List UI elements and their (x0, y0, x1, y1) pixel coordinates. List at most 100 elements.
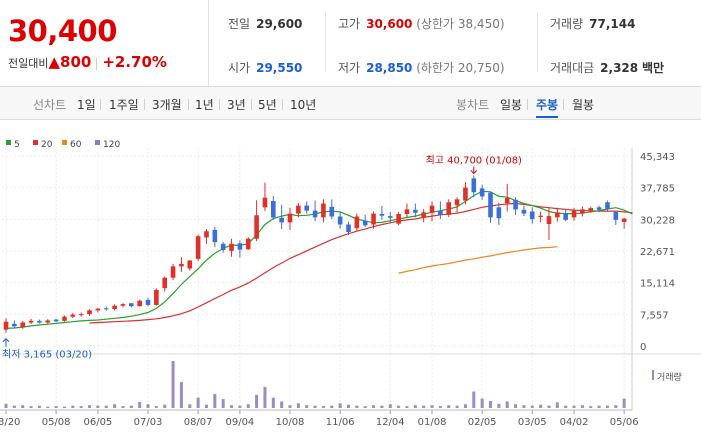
tab-1w[interactable]: 1주일 (109, 98, 139, 112)
divider (188, 99, 189, 110)
candle (413, 203, 418, 218)
volume-legend-swatch (652, 370, 654, 380)
candle (555, 207, 560, 222)
candle-body (387, 216, 393, 218)
candle (279, 204, 284, 230)
x-tick-label: 04/02 (560, 417, 589, 428)
candle-body (337, 216, 343, 225)
candle (237, 240, 243, 258)
open-label: 시가 (228, 61, 251, 75)
candle (262, 182, 268, 212)
candle-chart-label: 봉차트 (456, 98, 490, 112)
tab-3m[interactable]: 3개월 (152, 98, 182, 112)
candle-body (396, 214, 401, 224)
candle (254, 200, 259, 242)
volume-bar (547, 405, 551, 408)
tab-weekly[interactable]: 주봉 (536, 96, 559, 118)
lower-limit: (하한가 20,750) (416, 61, 505, 75)
volume-bar (522, 405, 526, 408)
volume-bar (372, 405, 376, 408)
legend-label-120: 120 (103, 140, 120, 150)
candle-body (245, 238, 251, 250)
candle (195, 234, 201, 261)
x-tick-label: 03/20 (0, 417, 20, 428)
tab-monthly[interactable]: 월봉 (572, 98, 595, 112)
volume-bar (213, 393, 217, 408)
volume-bar (597, 405, 601, 408)
tab-10y[interactable]: 10년 (290, 98, 317, 112)
candle (154, 288, 159, 306)
candle-body (571, 210, 577, 218)
candle (112, 304, 117, 311)
volume-bar (380, 405, 384, 408)
volume-bar (29, 406, 33, 408)
upper-limit: (상한가 38,450) (416, 17, 505, 31)
volume-bar (246, 404, 250, 408)
volume-bar (555, 402, 559, 408)
divider (527, 99, 528, 110)
candle-body (379, 214, 385, 216)
x-tick-label: 05/06 (610, 417, 639, 428)
candle-body (179, 263, 184, 267)
volume-bar (438, 406, 442, 408)
volume-bar (413, 405, 417, 408)
y-tick-label: 22,671 (640, 247, 675, 258)
volume-bar (204, 404, 208, 408)
candle (78, 312, 84, 317)
prev-close-value: 29,600 (256, 17, 303, 31)
candle (37, 319, 42, 324)
divider (144, 99, 145, 110)
volume-bar (129, 405, 133, 408)
candle (3, 318, 9, 333)
candle (95, 307, 101, 313)
tab-daily[interactable]: 일봉 (500, 98, 523, 112)
tab-3y[interactable]: 3년 (227, 98, 246, 112)
tab-5y[interactable]: 5년 (258, 98, 277, 112)
volume-bar (171, 361, 175, 408)
ma60-line (398, 246, 558, 274)
legend-swatch-5 (6, 140, 11, 145)
candle-body (12, 323, 17, 327)
divider (537, 12, 538, 72)
volume-bar (472, 391, 476, 408)
volume-bar (422, 405, 426, 408)
low-annotation: 최저 3,165 (03/20) (2, 349, 92, 361)
candle (229, 238, 234, 257)
high-arrow-icon (470, 166, 478, 175)
open-value: 29,550 (256, 61, 303, 75)
candle (379, 206, 385, 220)
y-tick-label: 30,228 (640, 215, 675, 226)
candle (446, 199, 452, 217)
volume-bar (488, 400, 492, 408)
candle (354, 213, 360, 231)
candle (337, 212, 343, 229)
tab-1d[interactable]: 1일 (77, 98, 96, 112)
candle (588, 206, 594, 213)
divider (100, 99, 101, 110)
volume-bar (405, 406, 409, 408)
volume-bar (154, 406, 158, 408)
candle-body (546, 216, 552, 225)
candle-body (371, 213, 376, 225)
candle (571, 207, 577, 221)
candle-body (28, 320, 34, 323)
tab-1y[interactable]: 1년 (195, 98, 214, 112)
x-tick-label: 10/08 (276, 417, 305, 428)
volume-bar (88, 405, 92, 408)
candle-body (154, 289, 159, 305)
candle (621, 217, 627, 229)
candle (321, 199, 326, 223)
volume-bar (71, 405, 75, 408)
candle-body (129, 303, 134, 307)
candle (504, 183, 510, 212)
volume-bar (505, 401, 509, 408)
volume-bar (397, 405, 401, 408)
volume-bar (580, 405, 584, 408)
volume-bar (530, 405, 534, 408)
x-tick-label: 03/05 (518, 417, 547, 428)
candle-body (421, 212, 426, 218)
volume-bar (62, 406, 66, 408)
volume-bar (46, 406, 50, 408)
candle-body (329, 206, 335, 217)
volume-label: 거래량 (550, 17, 584, 31)
